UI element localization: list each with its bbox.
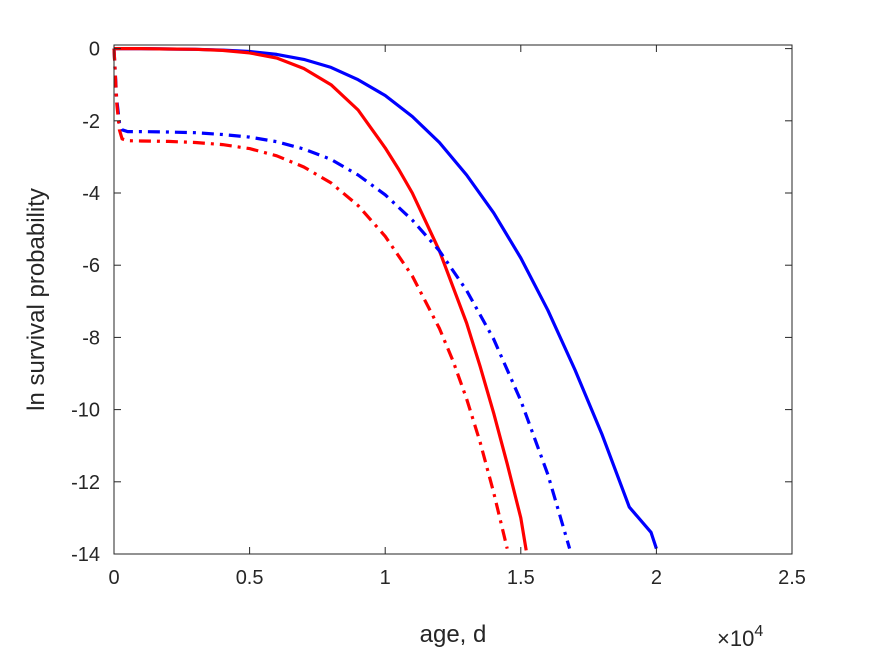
x-tick-label: 2	[651, 567, 662, 589]
series-layer	[112, 46, 658, 551]
series-line-2	[114, 46, 528, 551]
x-tick-label: 1	[380, 567, 391, 589]
series-line-4	[112, 48, 509, 549]
x-tick-label: 1.5	[507, 567, 535, 589]
y-tick-label: -2	[82, 111, 100, 133]
y-tick-label: -10	[71, 400, 100, 422]
y-tick-label: -12	[71, 472, 100, 494]
x-tick-label: 0.5	[236, 567, 264, 589]
x-axis-exponent: ×104	[717, 623, 763, 651]
x-exponent-base: ×10	[717, 626, 754, 651]
x-tick-label: 2.5	[778, 567, 806, 589]
plot-frame	[113, 44, 793, 555]
y-axis-label: ln survival probability	[23, 188, 50, 411]
x-axis-label: age, d	[420, 621, 487, 648]
y-tick-label: 0	[89, 39, 100, 61]
x-tick-label: 0	[108, 567, 119, 589]
y-tick-label: -14	[71, 544, 100, 566]
y-tick-label: -8	[82, 327, 100, 349]
x-exponent-power: 4	[754, 623, 763, 640]
y-tick-label: -6	[82, 255, 100, 277]
series-line-3	[112, 48, 572, 550]
y-tick-label: -4	[82, 183, 100, 205]
tick-layer: 0 0.5 1 1.5 2 2.5 0 -2 -4 -6 -8 -10 -12 -14	[71, 39, 806, 589]
